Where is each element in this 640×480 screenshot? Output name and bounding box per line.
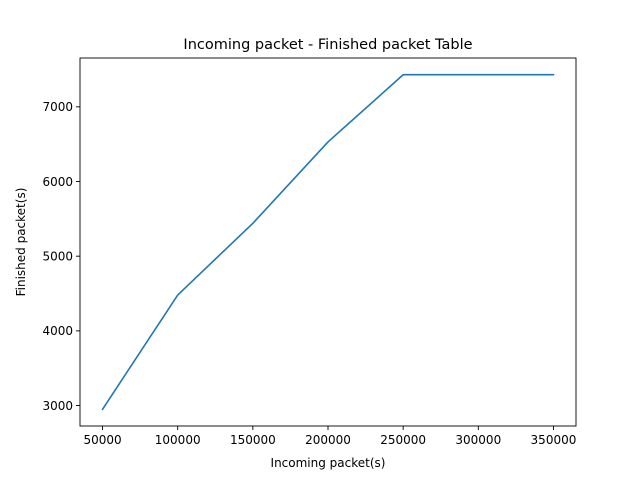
y-tick-label-0: 3000 [42,399,73,413]
x-tick-label-2: 150000 [230,433,276,447]
series-line-0 [101,73,555,411]
x-tick-label-3: 200000 [305,433,351,447]
x-tick-label-4: 250000 [380,433,426,447]
x-tick-label-5: 300000 [455,433,501,447]
plot-area: 50000 100000 150000 200000 250000 300000 35000… [42,57,577,447]
chart-title: Incoming packet - Finished packet Table [183,37,472,53]
x-tick-label-6: 350000 [531,433,577,447]
y-tick-label-2: 5000 [42,249,73,263]
x-tick-label-0: 50000 [83,433,121,447]
x-axis-label: Incoming packet(s) [271,456,386,470]
y-tick-label-1: 4000 [42,324,73,338]
y-tick-label-3: 6000 [42,175,73,189]
x-tick-label-1: 100000 [155,433,201,447]
y-axis-label: Finished packet(s) [14,188,28,297]
y-tick-label-4: 7000 [42,100,73,114]
